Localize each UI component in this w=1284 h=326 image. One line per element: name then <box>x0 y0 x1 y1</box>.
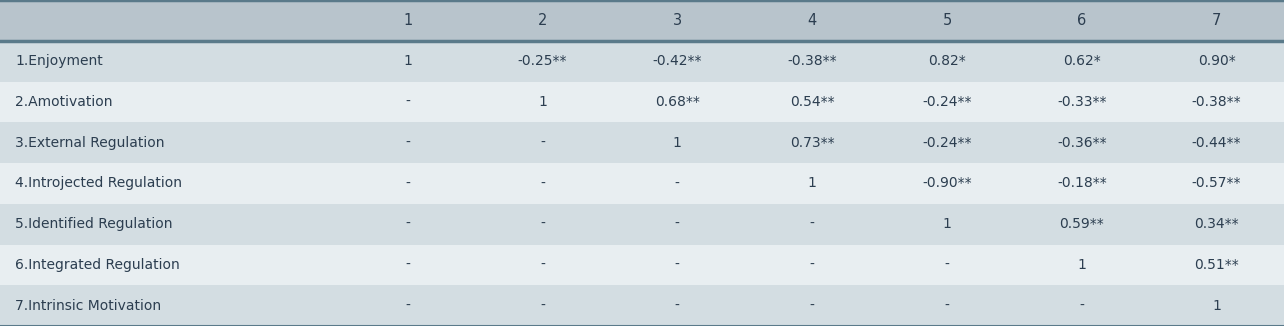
Text: 1: 1 <box>403 54 412 68</box>
Text: 1: 1 <box>808 176 817 190</box>
Text: -0.18**: -0.18** <box>1057 176 1107 190</box>
Text: 0.62*: 0.62* <box>1063 54 1100 68</box>
Bar <box>0 0 1284 41</box>
Text: 0.73**: 0.73** <box>790 136 835 150</box>
Text: -0.90**: -0.90** <box>922 176 972 190</box>
Text: -: - <box>406 217 410 231</box>
Text: -: - <box>406 258 410 272</box>
Text: 4: 4 <box>808 13 817 28</box>
Text: 2: 2 <box>538 13 547 28</box>
Text: 4.Introjected Regulation: 4.Introjected Regulation <box>15 176 182 190</box>
Text: -: - <box>541 136 544 150</box>
Text: -: - <box>541 217 544 231</box>
Text: 1: 1 <box>673 136 682 150</box>
Text: 7: 7 <box>1212 13 1221 28</box>
Bar <box>0 285 1284 326</box>
Text: 1: 1 <box>403 13 412 28</box>
Bar <box>0 41 1284 82</box>
Text: -0.57**: -0.57** <box>1192 176 1242 190</box>
Text: 2.Amotivation: 2.Amotivation <box>15 95 113 109</box>
Text: -: - <box>406 176 410 190</box>
Text: 5: 5 <box>942 13 951 28</box>
Text: 7.Intrinsic Motivation: 7.Intrinsic Motivation <box>15 299 162 313</box>
Text: -0.38**: -0.38** <box>787 54 837 68</box>
Text: 1: 1 <box>942 217 951 231</box>
Bar <box>0 122 1284 163</box>
Text: 0.90*: 0.90* <box>1198 54 1235 68</box>
Bar <box>0 204 1284 244</box>
Text: 6: 6 <box>1077 13 1086 28</box>
Text: -0.44**: -0.44** <box>1192 136 1242 150</box>
Text: 1: 1 <box>538 95 547 109</box>
Text: -: - <box>945 258 949 272</box>
Text: -0.36**: -0.36** <box>1057 136 1107 150</box>
Text: -: - <box>406 299 410 313</box>
Text: -0.33**: -0.33** <box>1057 95 1107 109</box>
Text: -0.25**: -0.25** <box>517 54 568 68</box>
Text: 3.External Regulation: 3.External Regulation <box>15 136 164 150</box>
Text: -: - <box>675 299 679 313</box>
Bar <box>0 82 1284 122</box>
Text: 0.68**: 0.68** <box>655 95 700 109</box>
Text: -: - <box>406 95 410 109</box>
Text: 0.51**: 0.51** <box>1194 258 1239 272</box>
Text: -: - <box>675 176 679 190</box>
Text: -0.24**: -0.24** <box>922 136 972 150</box>
Text: 0.82*: 0.82* <box>928 54 966 68</box>
Text: -: - <box>675 217 679 231</box>
Bar <box>0 244 1284 285</box>
Text: 0.59**: 0.59** <box>1059 217 1104 231</box>
Text: -: - <box>810 258 814 272</box>
Text: 6.Integrated Regulation: 6.Integrated Regulation <box>15 258 180 272</box>
Text: -: - <box>541 299 544 313</box>
Text: 3: 3 <box>673 13 682 28</box>
Text: 0.54**: 0.54** <box>790 95 835 109</box>
Text: -: - <box>541 176 544 190</box>
Text: -: - <box>810 299 814 313</box>
Text: 5.Identified Regulation: 5.Identified Regulation <box>15 217 173 231</box>
Text: 1.Enjoyment: 1.Enjoyment <box>15 54 103 68</box>
Text: 1: 1 <box>1212 299 1221 313</box>
Text: -: - <box>541 258 544 272</box>
Bar <box>0 163 1284 204</box>
Text: -: - <box>810 217 814 231</box>
Text: 1: 1 <box>1077 258 1086 272</box>
Text: -0.42**: -0.42** <box>652 54 702 68</box>
Text: -0.38**: -0.38** <box>1192 95 1242 109</box>
Text: -0.24**: -0.24** <box>922 95 972 109</box>
Text: -: - <box>675 258 679 272</box>
Text: -: - <box>406 136 410 150</box>
Text: -: - <box>945 299 949 313</box>
Text: 0.34**: 0.34** <box>1194 217 1239 231</box>
Text: -: - <box>1080 299 1084 313</box>
